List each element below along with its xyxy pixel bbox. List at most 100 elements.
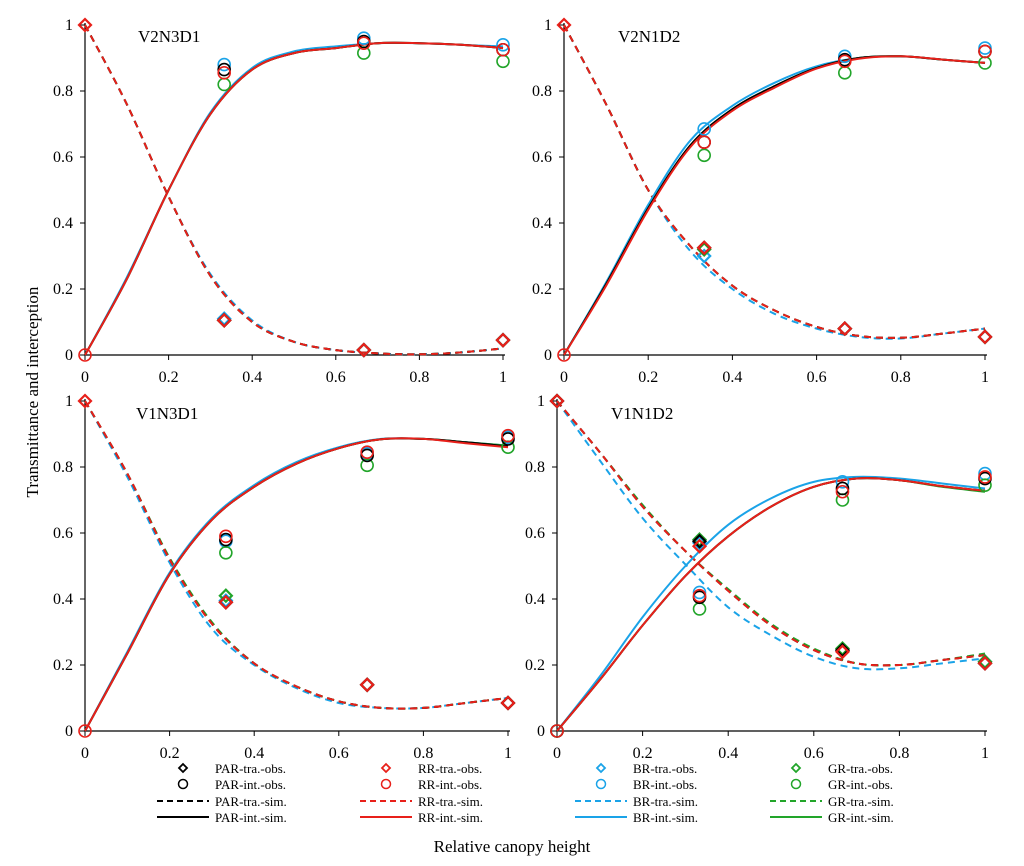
gr-tra-obs-marker: [218, 588, 234, 604]
legend-diamond-icon: [380, 762, 392, 774]
rr-tra-obs-marker: [359, 677, 375, 693]
gr-int-sim-line: [556, 477, 986, 732]
gr-tra-obs-marker: [696, 241, 712, 257]
rr-int-obs-marker: [550, 724, 564, 738]
br-tra-sim-line: [84, 24, 504, 356]
x-tick-label: 1: [981, 745, 989, 762]
legend-label: GR-tra.-sim.: [828, 794, 894, 809]
par-int-obs-marker: [835, 481, 850, 496]
gr-int-obs-marker: [360, 458, 374, 473]
x-tick-label: 0.6: [326, 369, 346, 386]
rr-tra-obs-marker: [77, 393, 93, 409]
y-tick-label: 0.4: [53, 215, 73, 232]
rr-tra-sim-line: [556, 400, 986, 667]
rr-int-obs-marker: [838, 54, 852, 69]
x-tick-label: 1: [499, 369, 507, 386]
rr-int-sim-line: [84, 437, 509, 732]
panels: 00.20.40.60.810 0.2 0.4 0.6 0.8 1V2N3D100.20.…: [53, 17, 993, 762]
legend-label: BR-int.-obs.: [633, 777, 697, 792]
y-tick-label: 0.2: [525, 657, 545, 674]
y-tick-label: 0.8: [525, 459, 545, 476]
legend-diamond-icon: [595, 762, 607, 774]
x-tick-label: 0: [560, 369, 568, 386]
br-int-obs-marker: [978, 41, 992, 55]
br-tra-sim-line: [84, 400, 509, 710]
rr-tra-obs-marker: [696, 240, 712, 256]
legend-item-gr-int-obs: GR-int.-obs.: [790, 777, 893, 792]
y-tick-label: 0.2: [53, 657, 73, 674]
y-tick-label: 0.6: [53, 525, 73, 542]
gr-tra-obs-marker: [977, 654, 993, 670]
legend: PAR-tra.-obs. RR-tra.-obs. BR-tra.-obs. GR-…: [157, 761, 894, 825]
y-tick-label: 0.4: [532, 215, 552, 232]
x-tick-label: 0.6: [804, 745, 824, 762]
legend-item-gr-tra-obs: GR-tra.-obs.: [790, 761, 893, 776]
x-tick-label: 1: [981, 369, 989, 386]
legend-label: RR-tra.-obs.: [418, 761, 482, 776]
legend-label: PAR-tra.-sim.: [215, 794, 287, 809]
par-tra-sim-line: [563, 24, 986, 339]
legend-circle-icon: [595, 778, 607, 790]
legend-label: GR-int.-sim.: [828, 810, 894, 825]
rr-tra-obs-marker: [834, 644, 851, 660]
x-tick-label: 0.4: [718, 745, 738, 762]
br-int-sim-line: [84, 41, 504, 356]
legend-label: GR-tra.-obs.: [828, 761, 893, 776]
legend-diamond-icon: [177, 762, 189, 774]
legend-item-par-tra-sim: PAR-tra.-sim.: [157, 794, 287, 809]
gr-tra-obs-marker: [977, 329, 993, 345]
panel-v2n1d2: 0 0.2 0.4 0.6 0.8 1 0 0.2 0.4 0.6 0.8 1 V2N1D2: [532, 17, 993, 386]
br-int-obs-marker: [835, 475, 850, 489]
y-tick-label: 0.2: [532, 281, 552, 298]
par-int-obs-marker: [217, 62, 231, 77]
rr-int-obs-marker: [357, 36, 371, 50]
x-tick-label: 0.4: [242, 369, 262, 386]
y-tick-label: 0.2: [53, 281, 73, 298]
br-tra-sim-line: [563, 24, 986, 340]
gr-int-obs-marker: [838, 66, 852, 80]
rr-tra-obs-marker: [356, 342, 372, 358]
rr-int-obs-marker: [978, 470, 992, 484]
legend-item-br-int-sim: BR-int.-sim.: [575, 810, 698, 825]
panel-title: V1N1D2: [611, 404, 673, 423]
panel-title: V2N1D2: [618, 27, 680, 46]
br-tra-sim-line: [556, 400, 986, 671]
x-tick-label: 0: [81, 369, 89, 386]
rr-tra-obs-marker: [500, 695, 516, 711]
x-tick-label: 0.4: [722, 369, 742, 386]
gr-tra-obs-marker: [834, 640, 851, 657]
legend-item-br-int-obs: BR-int.-obs.: [595, 777, 697, 792]
br-int-obs-marker: [697, 122, 711, 136]
rr-int-obs-marker: [835, 484, 850, 499]
legend-item-rr-int-obs: RR-int.-obs.: [380, 777, 482, 792]
legend-label: BR-int.-sim.: [633, 810, 698, 825]
x-tick-label: 0.2: [638, 369, 658, 386]
panel-title: V2N3D1: [138, 27, 200, 46]
br-tra-obs-marker: [356, 342, 372, 358]
rr-int-obs-marker: [360, 445, 374, 459]
par-int-sim-line: [556, 477, 986, 732]
legend-label: RR-tra.-sim.: [418, 794, 483, 809]
gr-tra-obs-marker: [359, 677, 375, 693]
rr-tra-obs-marker: [977, 329, 993, 345]
panel-v1n3d1: 0 0.2 0.4 0.6 0.8 1 0 0.2 0.4 0.6 0.8 1 V1N3D1: [53, 393, 516, 762]
par-tra-sim-line: [556, 400, 986, 667]
y-tick-label: 0.8: [53, 459, 73, 476]
par-tra-obs-marker: [495, 332, 511, 348]
legend-circle-icon: [177, 778, 189, 790]
par-int-obs-marker: [501, 432, 515, 446]
x-tick-label: 1: [504, 745, 512, 762]
br-int-obs-marker: [692, 585, 707, 600]
legend-circle-icon: [790, 778, 802, 790]
legend-label: BR-tra.-sim.: [633, 794, 698, 809]
rr-tra-obs-marker: [216, 312, 232, 328]
br-tra-obs-marker: [359, 677, 375, 693]
legend-diamond-icon: [790, 762, 802, 774]
y-tick-label: 1: [537, 393, 545, 410]
legend-circle-icon: [380, 778, 392, 790]
rr-int-obs-marker: [501, 428, 515, 443]
legend-label: PAR-int.-sim.: [215, 810, 287, 825]
legend-item-br-tra-sim: BR-tra.-sim.: [575, 794, 698, 809]
x-tick-label: 0.6: [807, 369, 827, 386]
gr-tra-sim-line: [563, 24, 986, 339]
